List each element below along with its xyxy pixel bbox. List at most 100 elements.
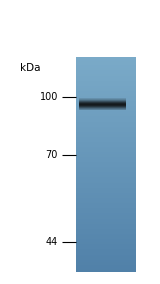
- Bar: [76, 71, 136, 72]
- Bar: [76, 138, 136, 139]
- Bar: [76, 243, 136, 244]
- Bar: [76, 154, 136, 155]
- Bar: [76, 156, 136, 157]
- Bar: [76, 227, 136, 228]
- Bar: [76, 94, 136, 95]
- Bar: [76, 209, 136, 210]
- Bar: [76, 176, 136, 177]
- Bar: [76, 194, 136, 195]
- Bar: [76, 182, 136, 183]
- Bar: [76, 135, 136, 136]
- Bar: [76, 253, 136, 254]
- Bar: [76, 107, 136, 108]
- Bar: [76, 63, 136, 64]
- Bar: [76, 81, 136, 82]
- Bar: [76, 102, 136, 103]
- Bar: [76, 249, 136, 250]
- Bar: [76, 196, 136, 197]
- Text: kDa: kDa: [20, 63, 40, 73]
- Bar: [76, 247, 136, 248]
- Bar: [76, 115, 136, 116]
- Bar: [76, 211, 136, 212]
- Bar: [76, 143, 136, 144]
- Bar: [76, 256, 136, 257]
- Bar: [76, 91, 136, 92]
- Bar: [76, 234, 136, 235]
- Bar: [76, 161, 136, 162]
- Bar: [76, 221, 136, 222]
- Bar: [76, 74, 136, 75]
- Bar: [76, 203, 136, 204]
- Bar: [76, 235, 136, 236]
- Bar: [76, 218, 136, 219]
- Bar: [76, 85, 136, 86]
- Bar: [76, 118, 136, 119]
- Bar: [76, 198, 136, 199]
- Bar: [76, 239, 136, 240]
- Bar: [76, 90, 136, 91]
- Bar: [79, 108, 126, 109]
- Bar: [76, 267, 136, 268]
- Bar: [76, 127, 136, 128]
- Bar: [76, 165, 136, 166]
- Bar: [76, 168, 136, 169]
- Bar: [76, 166, 136, 167]
- Bar: [76, 185, 136, 186]
- Bar: [76, 97, 136, 98]
- Bar: [76, 66, 136, 67]
- Bar: [76, 231, 136, 232]
- Bar: [79, 100, 126, 101]
- Bar: [76, 266, 136, 267]
- Bar: [76, 58, 136, 59]
- Bar: [76, 265, 136, 266]
- Bar: [76, 79, 136, 80]
- Bar: [76, 191, 136, 192]
- Bar: [76, 158, 136, 159]
- Bar: [76, 121, 136, 122]
- Bar: [76, 129, 136, 130]
- Bar: [76, 145, 136, 146]
- Bar: [76, 89, 136, 90]
- Bar: [79, 98, 126, 99]
- Bar: [76, 178, 136, 179]
- Bar: [76, 95, 136, 96]
- Bar: [76, 84, 136, 85]
- Bar: [79, 105, 126, 106]
- Bar: [76, 169, 136, 170]
- Bar: [76, 232, 136, 233]
- Bar: [76, 269, 136, 270]
- Bar: [76, 177, 136, 178]
- Bar: [76, 171, 136, 172]
- Bar: [76, 82, 136, 83]
- Bar: [76, 132, 136, 133]
- Bar: [76, 223, 136, 224]
- Bar: [76, 70, 136, 71]
- Bar: [76, 163, 136, 164]
- Bar: [76, 184, 136, 185]
- Bar: [76, 76, 136, 77]
- Bar: [76, 207, 136, 208]
- Bar: [79, 109, 126, 110]
- Bar: [76, 130, 136, 131]
- Bar: [76, 187, 136, 188]
- Bar: [76, 250, 136, 251]
- Bar: [76, 149, 136, 150]
- Bar: [76, 212, 136, 213]
- Bar: [76, 190, 136, 191]
- Bar: [79, 103, 126, 104]
- Bar: [76, 229, 136, 230]
- Bar: [76, 208, 136, 209]
- Bar: [76, 101, 136, 102]
- Bar: [76, 123, 136, 124]
- Bar: [76, 262, 136, 263]
- Bar: [76, 246, 136, 247]
- Bar: [76, 261, 136, 262]
- Bar: [76, 220, 136, 221]
- Bar: [76, 136, 136, 137]
- Bar: [76, 264, 136, 265]
- Bar: [76, 87, 136, 88]
- Bar: [76, 181, 136, 182]
- Bar: [76, 93, 136, 94]
- Bar: [76, 160, 136, 161]
- Bar: [76, 126, 136, 127]
